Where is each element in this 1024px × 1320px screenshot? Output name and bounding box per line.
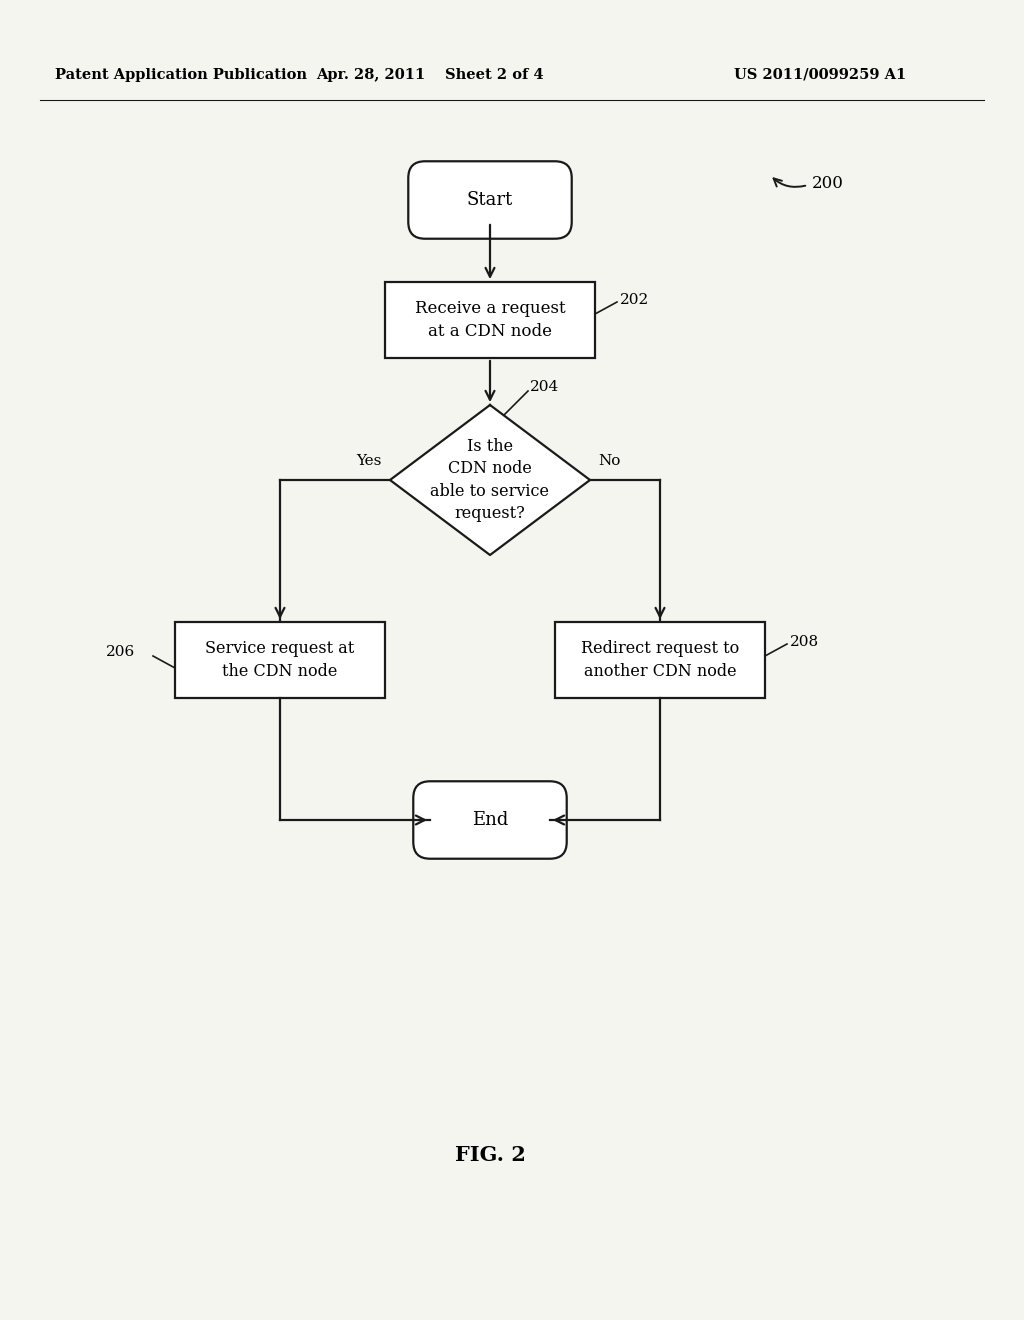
Text: 200: 200	[812, 174, 844, 191]
Text: FIG. 2: FIG. 2	[455, 1144, 525, 1166]
Text: Apr. 28, 2011  Sheet 2 of 4: Apr. 28, 2011 Sheet 2 of 4	[316, 69, 544, 82]
Bar	[175, 622, 385, 698]
Text: Service request at
the CDN node: Service request at the CDN node	[206, 640, 354, 680]
Text: 204: 204	[530, 380, 559, 393]
Text: Is the
CDN node
able to service
request?: Is the CDN node able to service request?	[430, 438, 550, 521]
FancyBboxPatch shape	[409, 161, 571, 239]
Bar	[555, 622, 765, 698]
Text: 206: 206	[105, 645, 135, 659]
Text: US 2011/0099259 A1: US 2011/0099259 A1	[734, 69, 906, 82]
Text: Receive a request
at a CDN node: Receive a request at a CDN node	[415, 301, 565, 339]
Text: No: No	[598, 454, 621, 469]
Text: Redirect request to
another CDN node: Redirect request to another CDN node	[581, 640, 739, 680]
Text: End: End	[472, 810, 508, 829]
Text: Patent Application Publication: Patent Application Publication	[55, 69, 307, 82]
Polygon shape	[390, 405, 590, 554]
Text: Yes: Yes	[356, 454, 382, 469]
FancyBboxPatch shape	[414, 781, 566, 859]
Text: 202: 202	[620, 293, 649, 308]
Text: Start: Start	[467, 191, 513, 209]
Text: 208: 208	[790, 635, 819, 649]
Bar	[385, 282, 595, 358]
